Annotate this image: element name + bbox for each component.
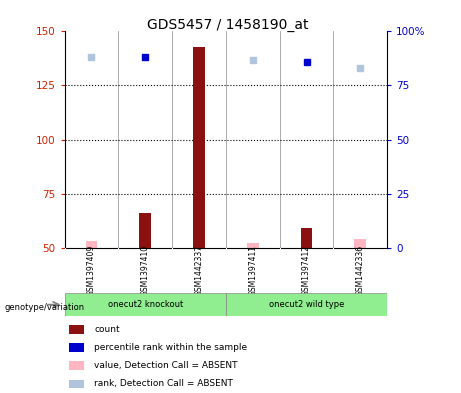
Text: count: count xyxy=(95,325,120,334)
Text: GSM1397410: GSM1397410 xyxy=(141,244,150,296)
Bar xyxy=(193,46,205,248)
Bar xyxy=(86,241,97,248)
Bar xyxy=(355,239,366,248)
Bar xyxy=(69,362,84,370)
Text: value, Detection Call = ABSENT: value, Detection Call = ABSENT xyxy=(95,361,238,370)
Bar xyxy=(247,243,259,248)
Bar xyxy=(139,213,151,248)
Text: rank, Detection Call = ABSENT: rank, Detection Call = ABSENT xyxy=(95,379,233,388)
Bar xyxy=(69,325,84,334)
Text: genotype/variation: genotype/variation xyxy=(5,303,85,312)
Bar xyxy=(226,293,387,316)
Text: GSM1397412: GSM1397412 xyxy=(302,245,311,296)
Text: GDS5457 / 1458190_at: GDS5457 / 1458190_at xyxy=(148,18,309,32)
Bar xyxy=(69,343,84,352)
Text: onecut2 knockout: onecut2 knockout xyxy=(107,300,183,309)
Bar xyxy=(301,228,313,248)
Text: GSM1442337: GSM1442337 xyxy=(195,244,203,296)
Bar xyxy=(65,293,226,316)
Text: GSM1397411: GSM1397411 xyxy=(248,245,257,296)
Bar xyxy=(69,380,84,388)
Text: onecut2 wild type: onecut2 wild type xyxy=(269,300,344,309)
Text: GSM1442336: GSM1442336 xyxy=(356,244,365,296)
Text: percentile rank within the sample: percentile rank within the sample xyxy=(95,343,248,352)
Text: GSM1397409: GSM1397409 xyxy=(87,244,96,296)
